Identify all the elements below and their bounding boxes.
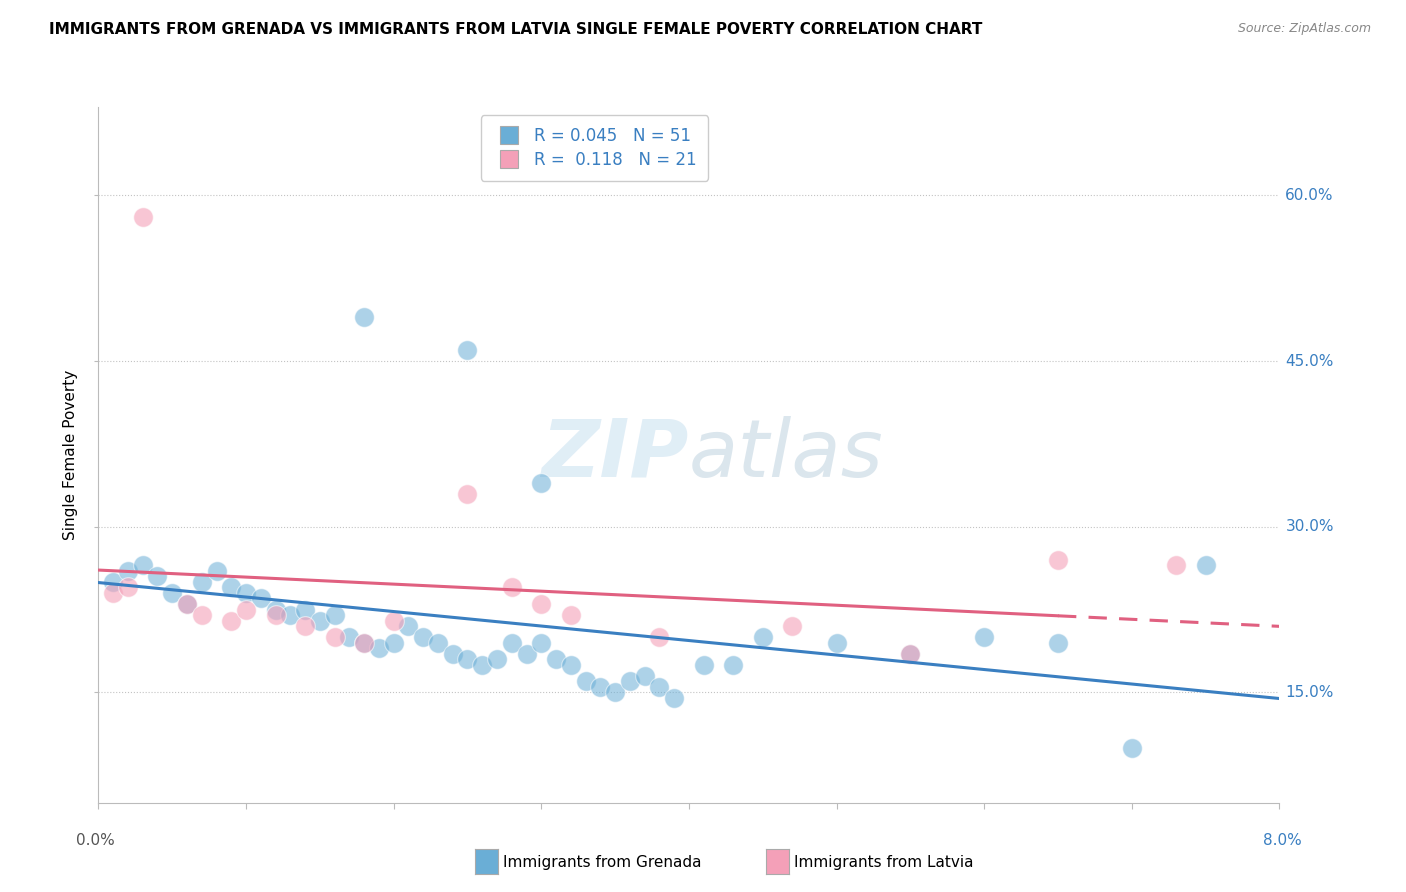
Point [323,608,346,623]
Point [162,586,183,600]
Point [308,614,332,628]
Text: Immigrants from Latvia: Immigrants from Latvia [794,855,974,870]
Point [264,608,287,623]
Point [353,310,375,324]
Point [501,635,523,649]
Point [973,630,995,644]
Point [353,635,375,649]
Point [485,652,508,666]
Point [191,574,214,589]
Point [219,581,242,595]
Point [205,564,228,578]
Point [382,635,405,649]
Point [132,558,155,573]
Point [117,581,139,595]
Text: ZIP: ZIP [541,416,689,494]
Point [353,635,375,649]
Text: 45.0%: 45.0% [1285,353,1334,368]
Point [501,581,523,595]
Point [146,569,169,583]
Point [605,685,627,699]
Point [898,647,921,661]
Point [235,602,257,616]
Point [1194,558,1216,573]
Text: 60.0%: 60.0% [1285,188,1334,202]
Point [751,630,773,644]
Legend: R = 0.045   N = 51, R =  0.118   N = 21: R = 0.045 N = 51, R = 0.118 N = 21 [481,115,709,180]
Point [560,657,582,672]
Point [382,614,405,628]
Point [103,586,124,600]
Point [1046,553,1069,567]
Point [250,591,273,606]
Point [323,630,346,644]
Point [1046,635,1069,649]
Text: 30.0%: 30.0% [1285,519,1334,534]
Point [294,619,316,633]
Text: 0.0%: 0.0% [76,833,115,848]
Point [693,657,716,672]
Text: 8.0%: 8.0% [1263,833,1302,848]
Point [1164,558,1187,573]
Point [1121,740,1143,755]
Text: IMMIGRANTS FROM GRENADA VS IMMIGRANTS FROM LATVIA SINGLE FEMALE POVERTY CORRELAT: IMMIGRANTS FROM GRENADA VS IMMIGRANTS FR… [49,22,983,37]
Point [515,647,537,661]
Point [337,630,360,644]
Point [191,608,214,623]
Point [574,674,596,689]
Point [530,635,553,649]
Text: Source: ZipAtlas.com: Source: ZipAtlas.com [1237,22,1371,36]
Point [898,647,921,661]
Y-axis label: Single Female Poverty: Single Female Poverty [63,370,79,540]
Text: Immigrants from Grenada: Immigrants from Grenada [503,855,702,870]
Point [456,486,478,500]
Point [721,657,744,672]
Point [426,635,449,649]
Point [132,211,155,225]
Point [664,690,686,705]
Point [117,564,139,578]
Point [633,669,655,683]
Point [264,602,287,616]
Point [412,630,434,644]
Point [530,597,553,611]
Point [235,586,257,600]
Point [560,608,582,623]
Point [648,630,671,644]
Point [367,641,389,656]
Point [589,680,612,694]
Point [456,652,478,666]
Point [176,597,198,611]
Point [278,608,301,623]
Point [176,597,198,611]
Point [825,635,848,649]
Point [530,475,553,490]
Point [648,680,671,694]
Point [103,574,124,589]
Point [294,602,316,616]
Point [219,614,242,628]
Text: atlas: atlas [689,416,884,494]
Point [619,674,641,689]
Point [471,657,494,672]
Point [441,647,464,661]
Point [456,343,478,357]
Point [396,619,419,633]
Point [782,619,804,633]
Text: 15.0%: 15.0% [1285,685,1334,700]
Point [544,652,567,666]
